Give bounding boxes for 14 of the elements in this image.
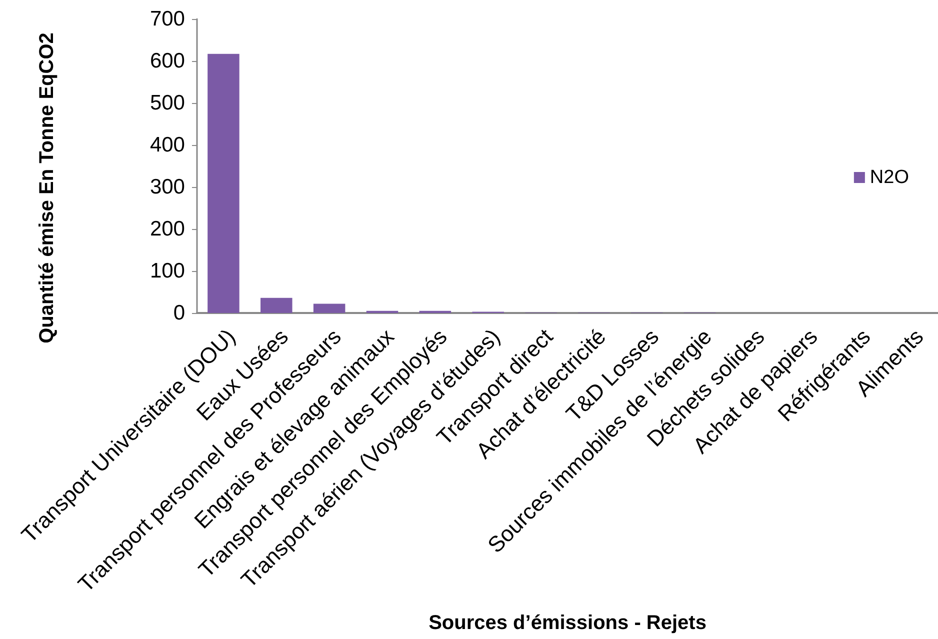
bar bbox=[208, 54, 240, 313]
y-tick-label: 400 bbox=[150, 134, 185, 156]
bar bbox=[260, 298, 292, 313]
y-tick-label: 0 bbox=[173, 302, 185, 324]
y-tick-label: 700 bbox=[150, 8, 185, 30]
y-tick-label: 600 bbox=[150, 50, 185, 72]
x-axis-title: Sources d’émissions - Rejets bbox=[428, 612, 706, 634]
bar bbox=[313, 304, 346, 313]
y-tick-label: 300 bbox=[150, 176, 185, 198]
y-tick-label: 200 bbox=[150, 218, 185, 240]
y-axis-title: Quantité émise En Tonne EqCO2 bbox=[36, 32, 58, 344]
y-tick-label: 500 bbox=[150, 92, 185, 114]
legend-label: N2O bbox=[870, 167, 910, 188]
y-tick-label: 100 bbox=[150, 260, 185, 282]
